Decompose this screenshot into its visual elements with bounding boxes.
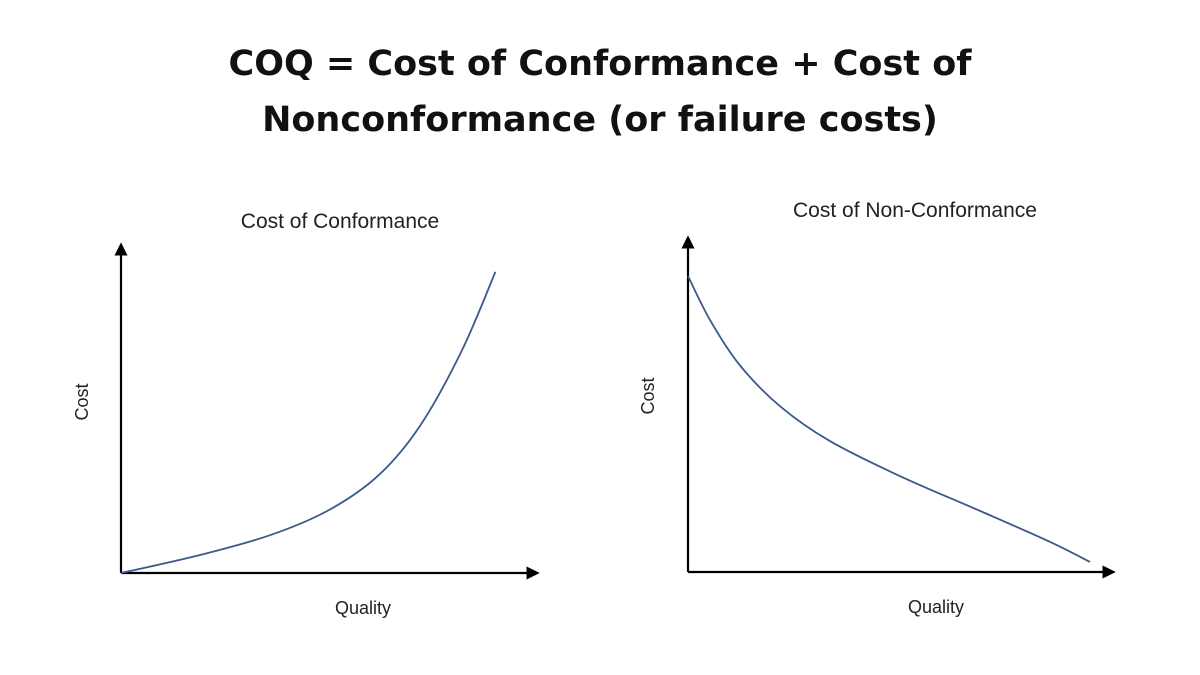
cost-of-non-conformance-chart: Cost of Non-Conformance Quality Cost: [638, 199, 1116, 617]
title-line-1: COQ = Cost of Conformance + Cost of: [228, 44, 972, 84]
x-axis-label: Quality: [908, 597, 964, 617]
cost-of-conformance-chart: Cost of Conformance Quality Cost: [72, 210, 540, 618]
y-axis-label: Cost: [638, 377, 658, 414]
cost-curve: [687, 275, 1091, 563]
cost-curve: [120, 271, 497, 574]
y-axis-label: Cost: [72, 383, 92, 420]
x-axis-label: Quality: [335, 598, 391, 618]
page-title: COQ = Cost of Conformance + Cost of Nonc…: [0, 36, 1200, 148]
chart-title: Cost of Conformance: [241, 210, 439, 233]
title-line-2: Nonconformance (or failure costs): [262, 100, 938, 140]
chart-title: Cost of Non-Conformance: [793, 199, 1037, 222]
